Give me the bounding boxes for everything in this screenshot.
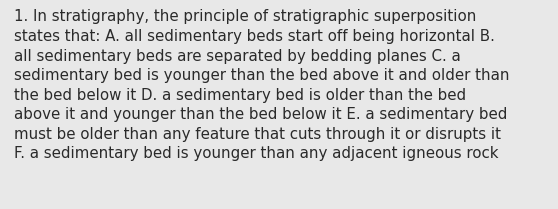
Text: 1. In stratigraphy, the principle of stratigraphic superposition
states that: A.: 1. In stratigraphy, the principle of str… bbox=[14, 9, 509, 161]
